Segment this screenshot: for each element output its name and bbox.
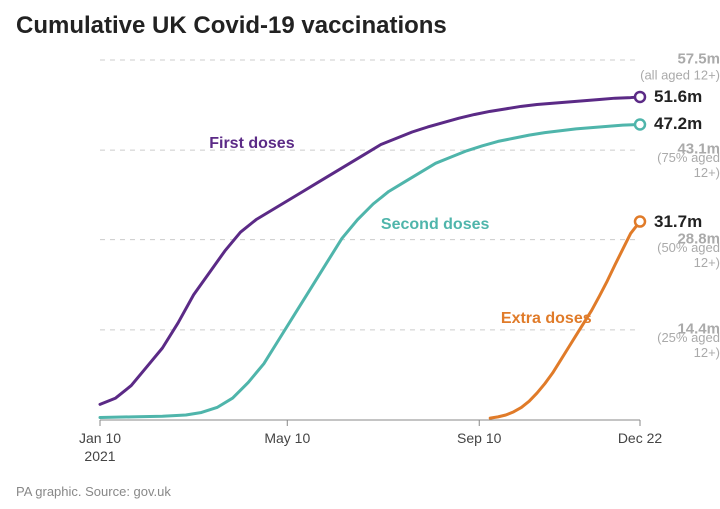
x-tick-label: Dec 22 bbox=[618, 430, 662, 448]
end-label-second: 47.2m bbox=[654, 114, 702, 134]
y-tick-sublabel: (50% aged 12+) bbox=[628, 240, 720, 270]
end-label-extra: 31.7m bbox=[654, 212, 702, 232]
y-tick-sublabel: (all aged 12+) bbox=[628, 68, 720, 83]
x-tick-label: Sep 10 bbox=[457, 430, 501, 448]
x-tick-label: Jan 10 2021 bbox=[79, 430, 121, 465]
end-label-first: 51.6m bbox=[654, 87, 702, 107]
y-tick-sublabel: (75% aged 12+) bbox=[628, 150, 720, 180]
series-label-second: Second doses bbox=[381, 216, 489, 234]
x-tick-label: May 10 bbox=[264, 430, 310, 448]
y-tick-sublabel: (25% aged 12+) bbox=[628, 330, 720, 360]
source-line: PA graphic. Source: gov.uk bbox=[16, 484, 171, 499]
chart-container: 14.4m(25% aged 12+)28.8m(50% aged 12+)43… bbox=[0, 0, 720, 509]
y-tick-value: 57.5m bbox=[628, 51, 720, 68]
series-label-first: First doses bbox=[209, 135, 294, 153]
series-label-extra: Extra doses bbox=[501, 310, 592, 328]
